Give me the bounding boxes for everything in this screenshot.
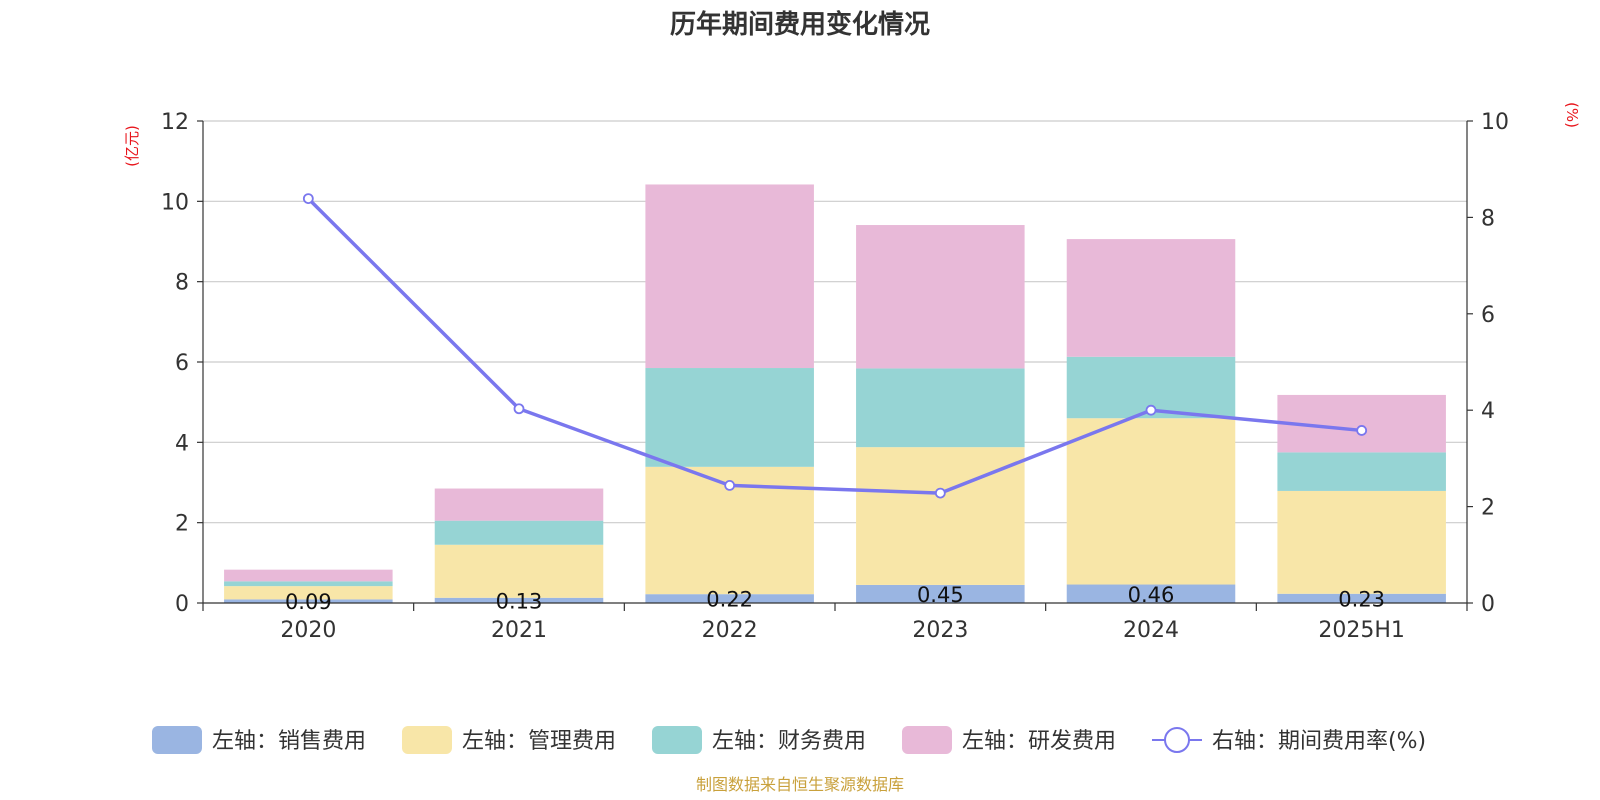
- bar-admin[interactable]: [1277, 490, 1446, 594]
- line-point-rate[interactable]: [934, 487, 946, 499]
- right-axis-tick-label: 4: [1481, 399, 1495, 424]
- gridlines: [203, 120, 1467, 524]
- data-label-sales: 0.13: [496, 589, 543, 613]
- bar-finance[interactable]: [224, 581, 393, 587]
- line-point-rate[interactable]: [724, 479, 736, 491]
- left-axis-tick-label: 4: [175, 431, 189, 456]
- legend[interactable]: 左轴：销售费用 左轴：管理费用 左轴：财务费用 左轴：研发费用 右轴：期间费用率(%): [152, 726, 1426, 754]
- bar-finance[interactable]: [1277, 452, 1446, 491]
- data-label-sales: 0.45: [917, 583, 964, 607]
- bar-rnd[interactable]: [224, 569, 393, 582]
- right-axis-tick-label: 8: [1481, 206, 1495, 231]
- x-axis-tick-label: 2025H1: [1318, 618, 1405, 643]
- left-axis-tick-label: 6: [175, 351, 189, 376]
- right-axis-tick-label: 2: [1481, 496, 1495, 521]
- legend-swatch-finance: [652, 726, 702, 754]
- legend-label-rate: 右轴：期间费用率(%): [1212, 729, 1426, 754]
- legend-item-rate[interactable]: 右轴：期间费用率(%): [1152, 727, 1426, 754]
- left-axis-tick-label: 2: [175, 512, 189, 537]
- left-axis-unit: (亿元): [123, 125, 141, 167]
- x-axis-tick-label: 2020: [280, 618, 336, 643]
- legend-label-admin: 左轴：管理费用: [462, 729, 616, 754]
- line-point-rate[interactable]: [1145, 404, 1157, 416]
- right-axis-tick-label: 10: [1481, 110, 1509, 135]
- bar-finance[interactable]: [856, 368, 1025, 448]
- bar-sales[interactable]: [434, 597, 604, 603]
- bar-sales[interactable]: [645, 594, 814, 603]
- data-label-sales: 0.46: [1128, 583, 1175, 607]
- chart-title: 历年期间费用变化情况: [670, 9, 930, 40]
- line-point-rate[interactable]: [1356, 425, 1368, 436]
- data-label-sales: 0.09: [285, 590, 332, 614]
- series-line-rate: [307, 197, 1362, 495]
- bar-admin[interactable]: [434, 544, 604, 598]
- x-axis-tick-label: 2022: [702, 618, 758, 643]
- bar-rnd[interactable]: [1066, 239, 1236, 357]
- bar-finance[interactable]: [434, 520, 604, 545]
- left-axis-tick-label: 8: [175, 271, 189, 296]
- x-axis-tick-label: 2024: [1123, 618, 1179, 643]
- bar-sales[interactable]: [1277, 593, 1446, 603]
- left-axis-tick-label: 10: [161, 190, 189, 215]
- bar-rnd[interactable]: [434, 488, 604, 521]
- bar-admin[interactable]: [1066, 418, 1236, 585]
- bar-sales[interactable]: [224, 599, 393, 603]
- line-point-rate[interactable]: [302, 193, 314, 205]
- legend-item-rnd[interactable]: 左轴：研发费用: [902, 726, 1116, 754]
- bar-finance[interactable]: [645, 368, 814, 467]
- bar-admin[interactable]: [224, 586, 393, 600]
- legend-swatch-sales: [152, 726, 202, 754]
- left-axis-tick-label: 12: [161, 110, 189, 135]
- legend-swatch-admin: [402, 726, 452, 754]
- legend-swatch-rnd: [902, 726, 952, 754]
- x-axis-tick-label: 2023: [912, 618, 968, 643]
- bar-sales[interactable]: [856, 584, 1025, 603]
- bar-sales[interactable]: [1066, 584, 1236, 603]
- bar-series: [224, 184, 1446, 603]
- axes: 0 2 4 6 8 10 12 0 2 4 6 8 10 2020 2021 2022 2023 2024 2025…: [161, 110, 1509, 643]
- legend-label-sales: 左轴：销售费用: [212, 729, 366, 754]
- right-axis-unit: (%): [1563, 102, 1581, 128]
- data-label-sales: 0.23: [1338, 587, 1385, 611]
- bar-rnd[interactable]: [645, 184, 814, 369]
- legend-swatch-marker: [1164, 727, 1190, 753]
- right-axis-tick-label: 0: [1481, 592, 1495, 617]
- right-axis-tick-label: 6: [1481, 303, 1495, 328]
- bar-rnd[interactable]: [856, 225, 1025, 369]
- left-axis-tick-label: 0: [175, 592, 189, 617]
- legend-item-finance[interactable]: 左轴：财务费用: [652, 726, 866, 754]
- legend-label-rnd: 左轴：研发费用: [962, 729, 1116, 754]
- bar-admin[interactable]: [856, 447, 1025, 585]
- legend-item-sales[interactable]: 左轴：销售费用: [152, 726, 366, 754]
- legend-item-admin[interactable]: 左轴：管理费用: [402, 726, 616, 754]
- rate-line-series: [302, 193, 1368, 499]
- x-axis-tick-label: 2021: [491, 618, 547, 643]
- line-point-rate[interactable]: [513, 403, 525, 415]
- legend-label-finance: 左轴：财务费用: [712, 729, 866, 754]
- source-note: 制图数据来自恒生聚源数据库: [696, 775, 904, 794]
- data-labels: 0.09 0.13 0.22 0.45 0.46 0.23: [285, 583, 1385, 614]
- data-label-sales: 0.22: [706, 588, 753, 612]
